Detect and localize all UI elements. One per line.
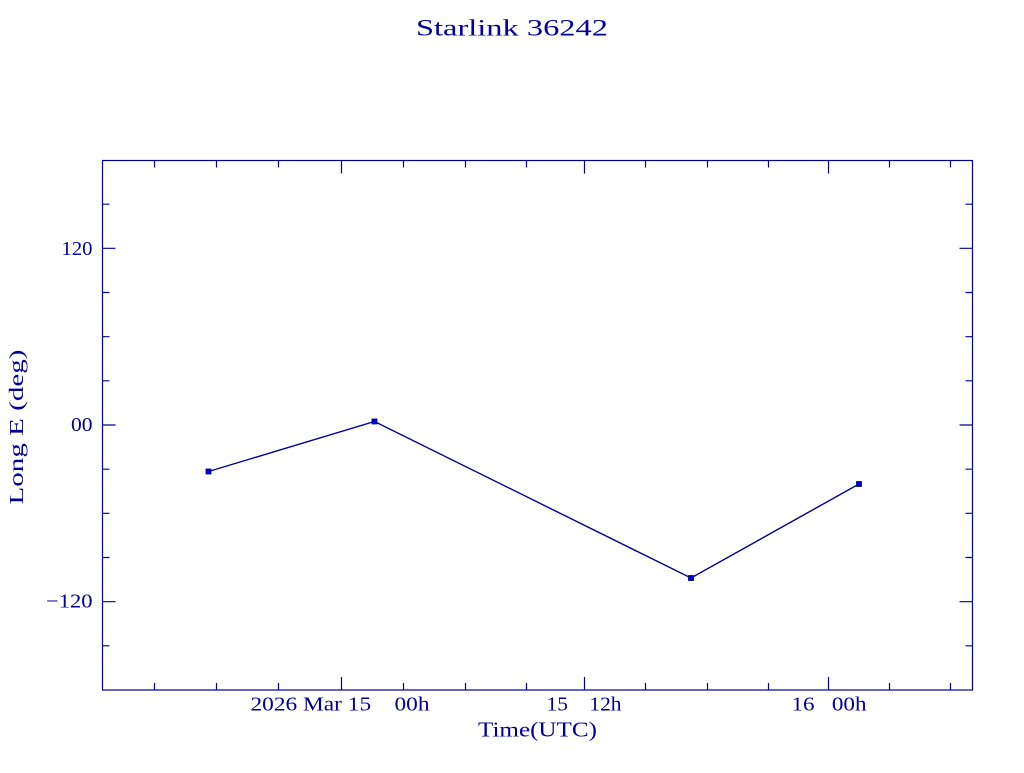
svg-text:Time(UTC): Time(UTC) [478,718,597,742]
svg-text:−120: −120 [46,591,93,613]
svg-text:120: 120 [62,238,93,260]
svg-text:2026 Mar 15 00h: 2026 Mar 15 00h [251,694,430,716]
svg-text:Long E (deg): Long E (deg) [6,350,28,505]
svg-text:00: 00 [71,414,93,436]
svg-text:Starlink 36242: Starlink 36242 [416,16,608,42]
svg-text:16 00h: 16 00h [792,694,867,716]
svg-text:15 12h: 15 12h [547,694,622,716]
